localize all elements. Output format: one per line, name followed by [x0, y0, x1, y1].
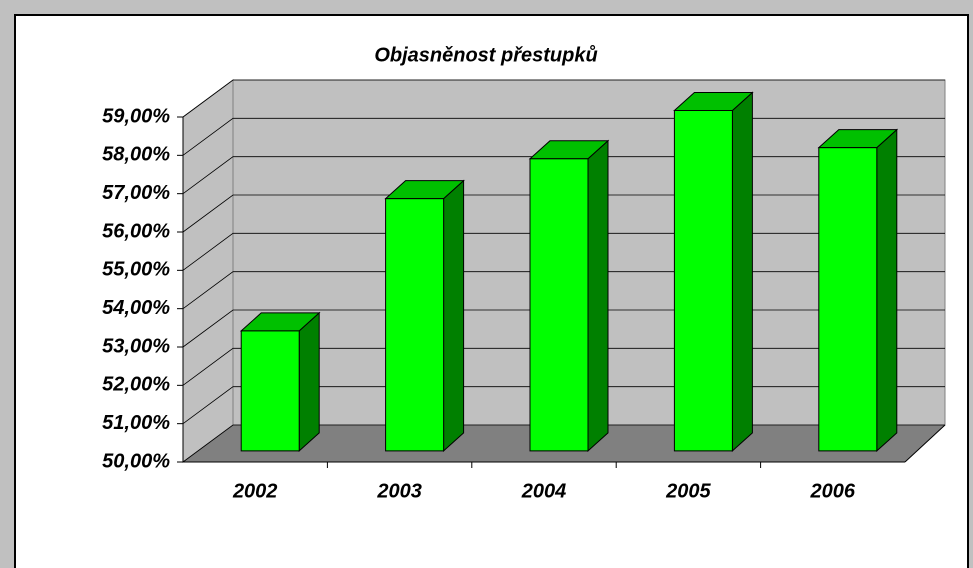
y-tick-label: 54,00%: [102, 297, 170, 319]
y-tick-label: 53,00%: [102, 335, 170, 357]
bar-side: [443, 179, 465, 453]
floor-edge: [904, 424, 946, 463]
bar-side: [587, 139, 609, 453]
bar: [529, 158, 589, 452]
y-tick-label: 55,00%: [102, 259, 170, 281]
y-tick-label: 50,00%: [102, 450, 170, 472]
bar: [385, 198, 445, 452]
bar-side: [876, 128, 898, 453]
bar: [818, 147, 878, 452]
x-tick-label: 2003: [376, 480, 422, 502]
y-tick-label: 56,00%: [102, 220, 170, 242]
y-tick-label: 51,00%: [102, 412, 170, 434]
bar-side: [298, 311, 320, 453]
x-tick-label: 2006: [810, 480, 856, 502]
x-tick-label: 2005: [665, 480, 711, 502]
bar: [240, 330, 300, 452]
x-tick-label: 2002: [232, 480, 278, 502]
grid-line: [182, 79, 945, 118]
y-tick-label: 58,00%: [102, 144, 170, 166]
chart-title: Objasněnost přestupků: [374, 44, 597, 66]
y-tick-label: 57,00%: [102, 182, 170, 204]
bar: [673, 110, 733, 452]
x-tick-label: 2004: [521, 480, 567, 502]
y-tick-label: 52,00%: [102, 374, 170, 396]
bar-side: [731, 91, 753, 453]
y-tick-label: 59,00%: [102, 105, 170, 127]
